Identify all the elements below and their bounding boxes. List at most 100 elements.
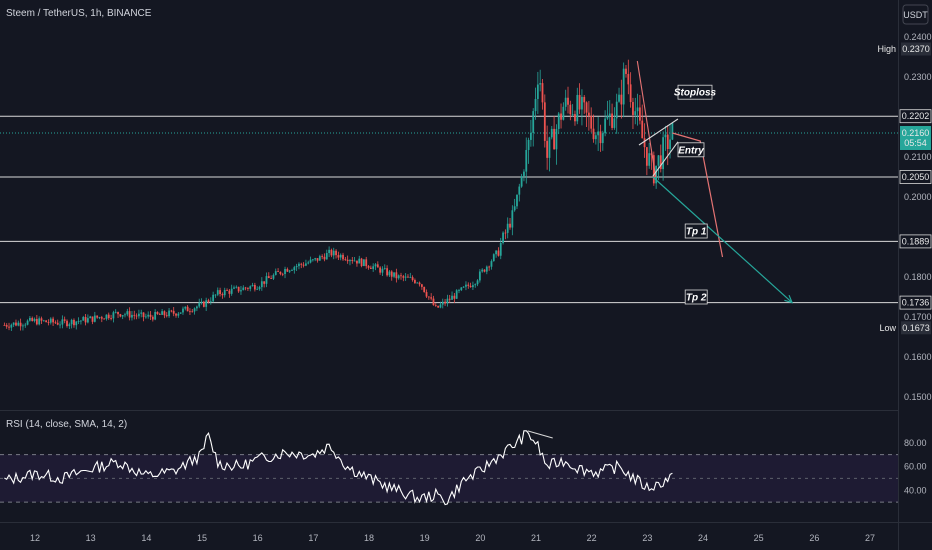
candle-body — [193, 308, 196, 312]
candle-body — [226, 290, 228, 291]
candle-body — [256, 288, 259, 290]
candle-body — [606, 116, 609, 119]
candle-body — [645, 147, 648, 166]
price-tick-label: 0.1800 — [904, 272, 932, 282]
candle-body — [390, 271, 393, 277]
candle-body — [240, 290, 242, 292]
candle-body — [131, 314, 133, 318]
candle-body — [103, 318, 106, 320]
candle-body — [622, 68, 625, 105]
candle-body — [242, 287, 245, 291]
candle-body — [374, 264, 377, 267]
candle-body — [379, 267, 382, 273]
time-tick-label: 16 — [253, 533, 263, 543]
candle-body — [112, 312, 115, 319]
candle-body — [534, 98, 537, 112]
candle-body — [66, 320, 68, 327]
symbol-title[interactable]: Steem / TetherUS, 1h, BINANCE — [6, 8, 152, 19]
candle-body — [144, 316, 147, 318]
candle-body — [520, 176, 523, 187]
price-tick-label: 0.2300 — [904, 72, 932, 82]
time-tick-label: 20 — [475, 533, 485, 543]
candle-body — [219, 290, 221, 295]
time-tick-label: 23 — [642, 533, 652, 543]
candle-body — [230, 288, 233, 294]
candle-body — [513, 206, 516, 211]
rsi-axis[interactable]: 80.00 60.00 40.00 — [904, 438, 927, 496]
candle-body — [75, 321, 78, 326]
candle-body — [267, 276, 270, 279]
candle-body — [286, 269, 289, 272]
candle-body — [263, 281, 266, 284]
current-price-value: 0.2160 — [902, 128, 930, 138]
wedge-bottom-line — [652, 141, 679, 177]
candle-body — [492, 254, 495, 262]
candle-body — [604, 118, 607, 134]
candle-body — [184, 306, 187, 309]
currency-label: USDT — [903, 10, 928, 20]
candle-body — [223, 290, 226, 296]
annotation-tp2[interactable]: Tp 2 — [684, 289, 708, 305]
level-badge — [899, 109, 932, 124]
candle-body — [172, 310, 175, 314]
candle-body — [198, 302, 201, 307]
candle-body — [483, 269, 486, 272]
candle-body — [38, 318, 41, 325]
candle-body — [402, 276, 405, 278]
annotation-entry[interactable]: Entry — [677, 142, 705, 158]
candle-body — [525, 149, 528, 172]
candle-body — [376, 264, 379, 268]
key-levels[interactable] — [0, 115, 898, 304]
candle-body — [448, 298, 451, 300]
candle-body — [291, 270, 293, 271]
candle-body — [372, 266, 375, 269]
low-label: Low — [879, 323, 896, 333]
price-axis[interactable]: 0.2202 0.2050 0.1889 0.1736 0.2400 0.2300 0.21… — [899, 32, 932, 402]
candle-body — [175, 313, 177, 316]
candle-body — [318, 256, 321, 261]
rsi-tick-label: 40.00 — [904, 485, 927, 495]
candle-body — [490, 261, 493, 267]
candle-body — [404, 276, 407, 278]
candle-body — [400, 275, 402, 277]
currency-button[interactable]: USDT — [902, 4, 929, 25]
candle-body — [124, 314, 126, 316]
candle-body — [138, 313, 140, 317]
candle-body — [49, 318, 52, 323]
candle-body — [107, 314, 110, 319]
time-axis[interactable]: 12 13 14 15 16 17 18 19 20 21 22 23 24 25 26 27 — [30, 533, 875, 543]
price-tick-label: 0.1600 — [904, 352, 932, 362]
candle-body — [455, 290, 458, 299]
candle-body — [488, 266, 491, 268]
candle-body — [541, 83, 544, 103]
candle-body — [574, 114, 576, 122]
candle-body — [147, 314, 150, 317]
rsi-divergence-drawing[interactable] — [527, 430, 553, 439]
candle-body — [636, 107, 639, 112]
rsi-title[interactable]: RSI (14, close, SMA, 14, 2) — [6, 419, 127, 430]
candle-body — [179, 312, 182, 314]
candle-body — [627, 73, 630, 85]
annotation-stoploss[interactable]: Stoploss — [674, 84, 717, 100]
annotation-tp1[interactable]: Tp 1 — [684, 223, 708, 239]
candle-body — [423, 286, 426, 293]
candle-body — [191, 311, 194, 313]
candle-body — [536, 84, 539, 99]
candle-body — [583, 96, 586, 103]
candle-body — [476, 280, 479, 285]
candle-body — [659, 155, 662, 170]
wedge-upper-line — [636, 60, 657, 178]
candle-body — [504, 232, 507, 234]
candle-body — [151, 316, 154, 320]
candle-body — [258, 287, 261, 289]
candle-body — [386, 268, 388, 276]
candle-body — [316, 258, 319, 261]
candle-body — [465, 284, 467, 287]
candle-body — [353, 260, 356, 262]
candle-body — [31, 317, 34, 322]
candle-body — [485, 266, 488, 272]
drawings-layer[interactable] — [636, 60, 794, 304]
candle-body — [618, 94, 620, 102]
candle-body — [149, 314, 152, 317]
